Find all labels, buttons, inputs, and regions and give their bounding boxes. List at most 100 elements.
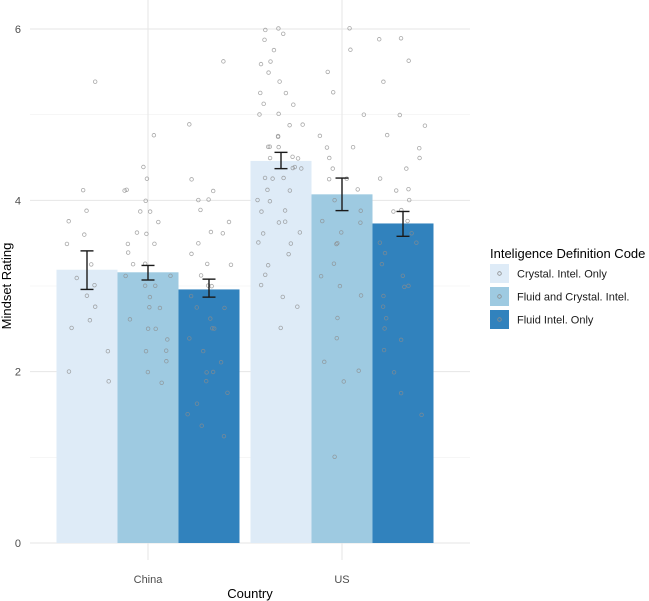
data-point [400,273,406,278]
data-point [322,359,327,365]
y-tick-label: 0 [15,538,21,550]
data-point [125,250,131,255]
y-tick-label: 4 [15,195,21,207]
data-point [290,154,295,159]
data-point [143,348,149,354]
bar [372,223,434,544]
data-point [92,79,98,84]
legend-label: Fluid Intel. Only [517,315,594,327]
data-point [348,47,353,52]
data-point [204,370,209,375]
data-point [398,36,404,41]
data-point [350,145,356,150]
data-point [255,197,260,203]
data-point [144,176,150,181]
legend-point-glyph [497,271,502,276]
data-point [379,261,385,267]
data-point [152,241,157,247]
data-point [87,318,93,323]
data-point [159,380,164,385]
data-point [335,240,340,246]
data-point [143,198,148,204]
data-point [196,241,201,246]
data-point [402,284,407,290]
data-point [275,134,281,139]
data-point [259,209,264,214]
data-point [66,369,72,374]
data-point [212,326,217,331]
data-point [398,337,404,343]
bar [250,160,312,543]
data-point [138,209,143,214]
data-point [292,164,298,170]
data-point [406,186,411,192]
legend-swatch [490,310,509,329]
data-point [257,112,262,117]
data-point [267,155,273,161]
data-point [151,133,157,138]
data-point [260,231,266,236]
data-point [265,144,271,150]
data-point [144,231,149,237]
data-point [286,251,291,257]
data-point [382,326,387,331]
data-point [265,187,270,193]
data-point [288,241,294,246]
data-point [210,326,215,331]
data-point [206,197,211,202]
data-point [198,273,204,278]
bar [311,194,373,543]
data-point [291,102,296,107]
data-point [106,379,111,384]
data-point [153,283,158,288]
data-point [381,79,386,84]
data-point [156,219,161,225]
data-point [405,218,410,224]
data-point [225,390,230,395]
data-point [325,69,330,75]
data-point [194,305,199,310]
y-tick-label: 2 [15,367,21,379]
data-point [142,283,148,288]
data-point [394,188,399,193]
data-point [271,47,277,53]
data-point [407,197,412,203]
data-point [266,70,271,75]
data-point [258,282,264,288]
data-point [84,293,90,298]
data-point [331,261,337,266]
data-point [384,132,390,138]
data-point [281,175,286,181]
error-bars [80,151,410,298]
data-point [211,188,216,194]
data-point [382,250,388,256]
bar [117,272,179,543]
data-point [205,261,210,267]
data-point [287,188,293,193]
data-point [141,164,146,170]
data-point [263,27,268,33]
data-point [258,90,263,96]
data-point [82,232,87,237]
data-point [198,207,203,213]
legend-item: Fluid and Crystal. Intel. [490,287,630,306]
data-point [80,187,86,193]
legend-item: Crystal. Intel. Only [490,264,607,283]
legend-label: Fluid and Crystal. Intel. [517,292,630,304]
data-point [200,348,206,354]
data-point [130,261,136,267]
legend-point-glyph [497,294,502,299]
data-point [327,155,332,161]
data-point [384,316,389,321]
bars [56,160,434,544]
data-point [92,282,97,288]
data-point [187,122,192,127]
data-point [89,262,94,267]
error-bar [396,210,410,238]
data-point [377,240,383,245]
data-point [188,293,194,299]
legend-title: Inteligence Definition Code [490,246,645,261]
x-tick-label: US [334,574,349,586]
data-point [262,37,267,43]
data-point [295,156,301,161]
